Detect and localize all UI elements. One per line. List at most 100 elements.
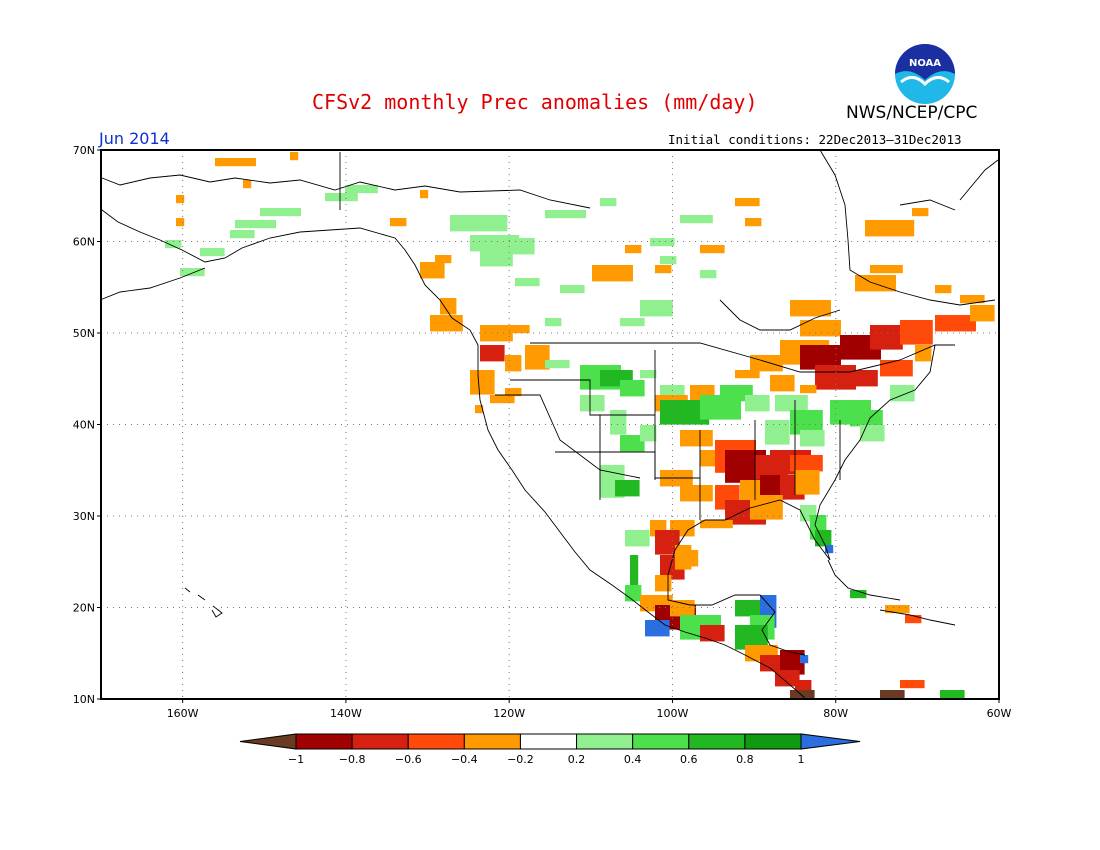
legend-swatch bbox=[688, 733, 746, 750]
anomaly-cell bbox=[435, 255, 452, 264]
color-legend: −1 −0.8 −0.6 −0.4 −0.2 0.2 0.4 0.6 0.8 1 bbox=[239, 733, 861, 766]
anomaly-cell bbox=[700, 625, 725, 642]
anomaly-cell bbox=[790, 300, 831, 317]
anomaly-cell bbox=[745, 218, 762, 227]
anomaly-cell bbox=[640, 425, 657, 442]
anomaly-cell bbox=[615, 480, 640, 497]
chart-title: CFSv2 monthly Prec anomalies (mm/day) bbox=[312, 90, 758, 114]
anomaly-cell bbox=[630, 555, 639, 588]
anomaly-cell bbox=[235, 220, 276, 229]
anomaly-cell bbox=[700, 520, 733, 529]
forecast-month: Jun 2014 bbox=[99, 129, 170, 148]
anomaly-cell bbox=[620, 380, 645, 397]
coastline bbox=[101, 209, 806, 699]
anomaly-cell bbox=[390, 218, 407, 227]
anomaly-cell bbox=[645, 620, 670, 637]
anomaly-cell bbox=[620, 318, 645, 327]
legend-tick-label: 0.4 bbox=[624, 753, 642, 766]
lat-tick-label: 20N bbox=[73, 602, 95, 615]
anomaly-cell bbox=[680, 215, 713, 224]
anomaly-cell bbox=[935, 285, 952, 294]
anomaly-cell bbox=[505, 325, 530, 334]
lat-tick-label: 60N bbox=[73, 236, 95, 249]
coastline bbox=[959, 159, 999, 201]
anomaly-cell bbox=[790, 455, 823, 472]
anomaly-cell bbox=[640, 370, 657, 379]
anomaly-cell bbox=[935, 315, 976, 332]
anomaly-cell bbox=[850, 410, 883, 427]
lat-tick-label: 40N bbox=[73, 419, 95, 432]
coastline bbox=[827, 559, 901, 601]
anomaly-cell bbox=[700, 245, 725, 254]
legend-tick-label: 1 bbox=[798, 753, 805, 766]
anomaly-cell bbox=[180, 268, 205, 277]
anomaly-cell bbox=[735, 370, 760, 379]
latitude-labels: 70N 60N 50N 40N 30N 20N 10N bbox=[73, 144, 101, 706]
anomaly-cell bbox=[505, 388, 522, 397]
lon-tick-label: 100W bbox=[657, 707, 689, 720]
anomaly-cell bbox=[690, 550, 699, 567]
lon-tick-label: 80W bbox=[823, 707, 848, 720]
coastline bbox=[184, 587, 223, 618]
anomaly-cell bbox=[545, 210, 586, 219]
coastline bbox=[101, 174, 591, 209]
anomaly-cell bbox=[420, 190, 429, 199]
anomaly-cell bbox=[290, 152, 299, 161]
anomaly-cell bbox=[735, 198, 760, 207]
anomaly-cell bbox=[515, 278, 540, 287]
anomaly-cell bbox=[655, 575, 672, 592]
anomaly-cell bbox=[775, 670, 800, 687]
anomaly-cell bbox=[845, 370, 878, 387]
anomaly-cell bbox=[176, 218, 185, 227]
anomaly-cell bbox=[260, 208, 301, 217]
coastline bbox=[819, 149, 996, 306]
anomaly-cell bbox=[625, 530, 650, 547]
anomaly-cell bbox=[860, 425, 885, 442]
anomaly-cell bbox=[675, 545, 692, 570]
coastline bbox=[495, 394, 641, 479]
lon-tick-label: 140W bbox=[330, 707, 362, 720]
lat-tick-label: 50N bbox=[73, 327, 95, 340]
anomaly-cell bbox=[440, 298, 457, 315]
anomaly-cell bbox=[430, 315, 463, 332]
anomaly-cell bbox=[200, 248, 225, 257]
anomaly-cell bbox=[870, 265, 903, 274]
anomaly-cell bbox=[640, 300, 673, 317]
anomaly-cell bbox=[750, 355, 783, 372]
anomaly-cell bbox=[243, 180, 252, 189]
anomaly-cell bbox=[580, 395, 605, 412]
anomaly-cell bbox=[592, 265, 633, 282]
anomaly-cell bbox=[735, 600, 768, 617]
anomaly-cell bbox=[480, 325, 513, 342]
anomaly-cell bbox=[470, 370, 495, 395]
legend-tick-label: 0.2 bbox=[568, 753, 586, 766]
coastline bbox=[667, 344, 936, 656]
anomaly-cell bbox=[960, 295, 985, 304]
anomaly-cell bbox=[230, 230, 255, 239]
anomaly-cell bbox=[176, 195, 185, 204]
legend-tick-label: −0.6 bbox=[395, 753, 422, 766]
anomaly-cell bbox=[545, 360, 570, 369]
anomaly-cell bbox=[545, 318, 562, 327]
anomaly-cell bbox=[905, 615, 922, 624]
anomaly-cell bbox=[345, 185, 378, 194]
agency-label: NWS/NCEP/CPC bbox=[846, 103, 978, 123]
anomaly-cell bbox=[680, 430, 713, 447]
legend-tick-label: −0.4 bbox=[451, 753, 478, 766]
anomaly-cell bbox=[885, 605, 910, 614]
anomaly-cell bbox=[610, 410, 627, 435]
coastline bbox=[99, 267, 206, 301]
anomaly-cell bbox=[505, 355, 522, 372]
legend-swatch bbox=[519, 733, 578, 750]
legend-tick-label: −0.8 bbox=[339, 753, 366, 766]
anomaly-cell bbox=[765, 420, 790, 445]
anomaly-cell bbox=[850, 590, 867, 599]
legend-swatch bbox=[632, 733, 690, 750]
anomaly-cell bbox=[325, 193, 358, 202]
legend-swatch bbox=[744, 733, 802, 750]
anomaly-cell bbox=[825, 545, 834, 554]
anomaly-cell bbox=[510, 238, 535, 255]
legend-swatch bbox=[407, 733, 465, 750]
anomaly-cell bbox=[880, 360, 913, 377]
anomaly-cell bbox=[700, 270, 717, 279]
